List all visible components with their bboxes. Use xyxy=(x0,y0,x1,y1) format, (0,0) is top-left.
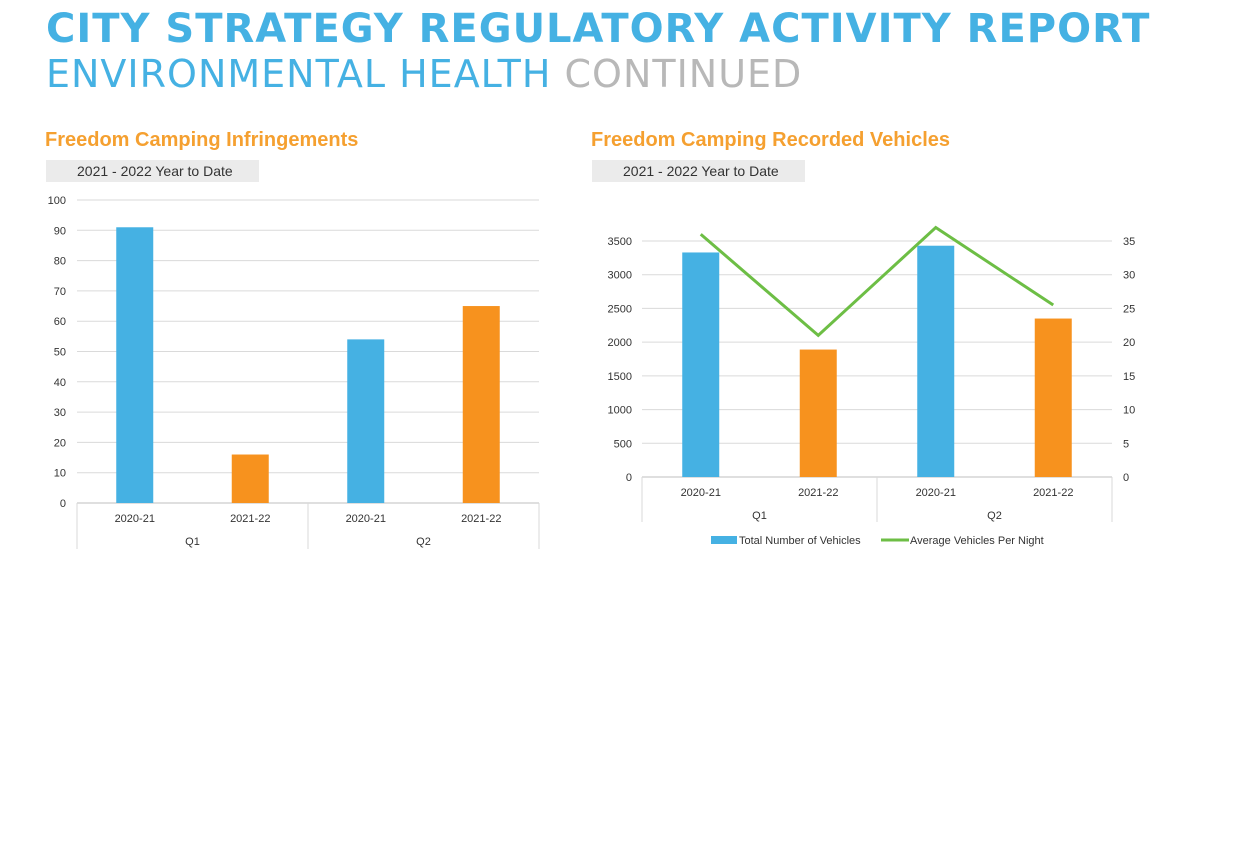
chart1-period-label: 2021 - 2022 Year to Date xyxy=(46,160,259,182)
chart2-y2-tick-label: 0 xyxy=(1123,472,1129,484)
chart1-y-tick-label: 80 xyxy=(54,256,66,268)
chart1-y-tick-label: 50 xyxy=(54,347,66,359)
chart1-x-tick-label: 2021-22 xyxy=(461,513,501,525)
chart2-legend-swatch-bars xyxy=(711,536,737,544)
chart2-x-tick-label: 2020-21 xyxy=(681,487,721,499)
report-subtitle: ENVIRONMENTAL HEALTH CONTINUED xyxy=(46,52,802,96)
chart1-y-tick-label: 60 xyxy=(54,316,66,328)
chart2-bar xyxy=(917,245,955,477)
chart1-y-tick-label: 20 xyxy=(54,437,66,449)
chart2-x-tick-label: 2020-21 xyxy=(916,487,956,499)
chart1-y-tick-label: 70 xyxy=(54,286,66,298)
chart2-y-tick-label: 2000 xyxy=(608,337,632,349)
chart2-legend-label-line: Average Vehicles Per Night xyxy=(910,535,1044,547)
chart1-x-tick-label: 2020-21 xyxy=(346,513,386,525)
chart1-y-tick-label: 0 xyxy=(60,498,66,510)
chart1-bar xyxy=(462,306,500,503)
chart1-x-tick-label: 2021-22 xyxy=(230,513,270,525)
chart1-y-tick-label: 10 xyxy=(54,468,66,480)
chart2-y-tick-label: 3000 xyxy=(608,270,632,282)
chart1-group-label: Q2 xyxy=(416,536,431,548)
chart2-group-label: Q2 xyxy=(987,510,1002,522)
chart2-y2-tick-label: 5 xyxy=(1123,438,1129,450)
chart1-y-tick-label: 90 xyxy=(54,225,66,237)
chart2-y2-tick-label: 20 xyxy=(1123,337,1135,349)
chart2-period-label: 2021 - 2022 Year to Date xyxy=(592,160,805,182)
chart2-y-tick-label: 1000 xyxy=(608,405,632,417)
chart2-legend-label-bars: Total Number of Vehicles xyxy=(739,535,861,547)
chart1-y-tick-label: 40 xyxy=(54,377,66,389)
chart2-y2-tick-label: 30 xyxy=(1123,270,1135,282)
chart2-y-tick-label: 1500 xyxy=(608,371,632,383)
chart1-bar xyxy=(231,454,269,503)
chart2-y-tick-label: 3500 xyxy=(608,236,632,248)
chart2-y-tick-label: 500 xyxy=(614,438,632,450)
chart1-bar xyxy=(347,339,385,503)
chart2-y2-tick-label: 35 xyxy=(1123,236,1135,248)
chart2-y-tick-label: 0 xyxy=(626,472,632,484)
chart2-group-label: Q1 xyxy=(752,510,767,522)
chart2-bar xyxy=(1034,318,1072,477)
chart2-y2-tick-label: 15 xyxy=(1123,371,1135,383)
subtitle-section: ENVIRONMENTAL HEALTH xyxy=(46,52,552,96)
chart1-title: Freedom Camping Infringements xyxy=(45,129,359,151)
chart2-bar xyxy=(799,349,837,477)
chart1-y-tick-label: 30 xyxy=(54,407,66,419)
chart1-x-tick-label: 2020-21 xyxy=(115,513,155,525)
chart2-x-tick-label: 2021-22 xyxy=(798,487,838,499)
chart2-y2-tick-label: 25 xyxy=(1123,303,1135,315)
subtitle-continued: CONTINUED xyxy=(564,52,803,96)
chart1-group-label: Q1 xyxy=(185,536,200,548)
chart2-y2-tick-label: 10 xyxy=(1123,405,1135,417)
chart1-y-tick-label: 100 xyxy=(48,195,66,207)
chart2-y-tick-label: 2500 xyxy=(608,303,632,315)
chart2-title: Freedom Camping Recorded Vehicles xyxy=(591,129,950,151)
chart2-x-tick-label: 2021-22 xyxy=(1033,487,1073,499)
chart2-line-series xyxy=(699,225,1055,338)
report-title: CITY STRATEGY REGULATORY ACTIVITY REPORT xyxy=(46,6,1151,52)
chart2-bar xyxy=(682,252,720,477)
chart1-bar xyxy=(116,227,154,503)
